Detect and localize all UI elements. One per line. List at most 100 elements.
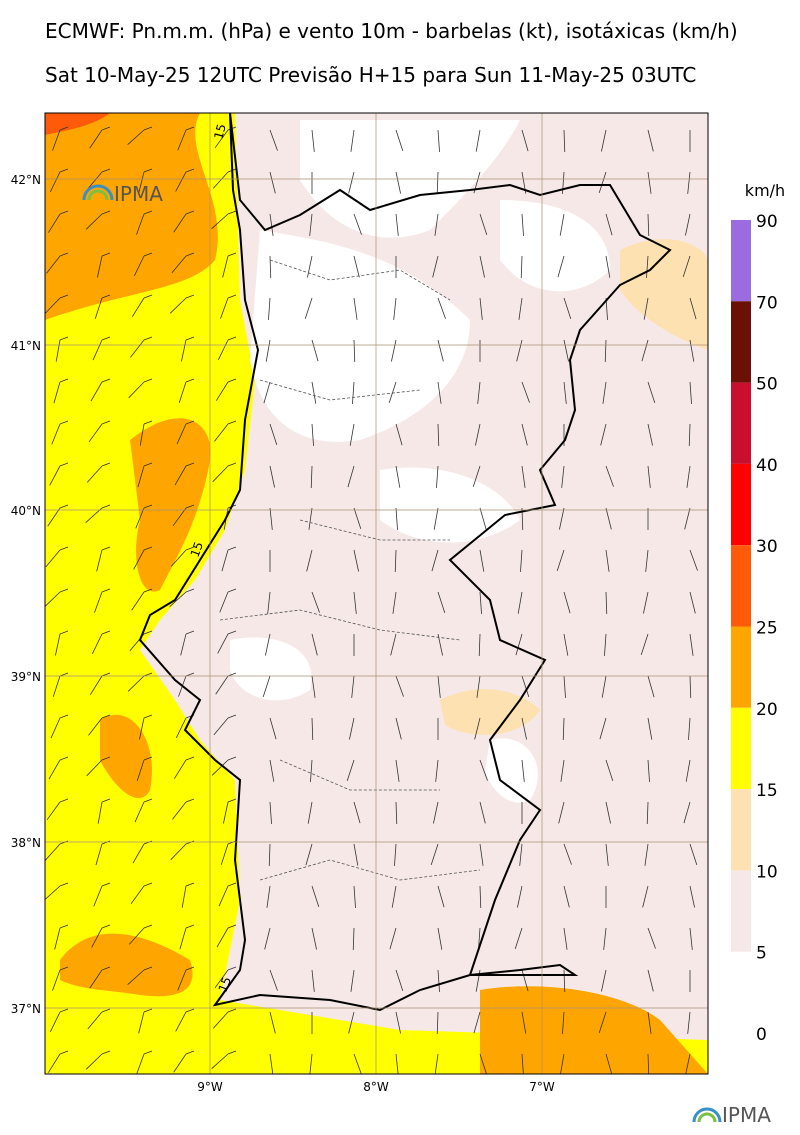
wind-barb-flag [143,462,153,467]
wind-barb [479,759,488,781]
wind-barb [433,507,439,530]
wind-barb [307,255,313,278]
wind-barb [127,675,145,692]
wind-barb [479,843,484,866]
colorbar-tick-label: 15 [756,781,778,801]
wind-barb [172,507,187,527]
wind-barb [562,717,565,741]
wind-barb-flag [59,924,69,929]
wind-barb [172,801,187,820]
wind-barb [556,549,565,572]
wind-barb [395,759,400,782]
wind-barb [132,843,145,864]
wind-barb [94,591,103,613]
wind-barb-flag [101,504,111,509]
wind-barb [437,423,440,447]
wind-barb [686,465,691,488]
wind-barb [93,885,103,907]
wind-barb-flag [59,126,69,131]
wind-barb [560,1053,565,1074]
wind-barb [217,633,229,654]
lat-label: 38°N [11,836,41,850]
wind-barb [395,717,402,740]
wind-barb-flag [59,630,69,635]
colorbar-tick-label: 70 [756,293,778,313]
wind-barb [348,171,355,194]
wind-barb [688,423,691,447]
wind-barb [86,465,103,483]
wind-barb [47,507,61,527]
wind-barb [215,675,229,695]
wind-barb-flag [59,1008,69,1013]
wind-barb [89,969,103,989]
wind-barb [689,381,692,404]
wind-barb-flag [101,714,111,719]
wind-barb-flag [185,462,195,467]
wind-barb [170,549,187,567]
wind-barb-flag [185,546,195,551]
wind-barb-flag [143,294,153,299]
wind-barb [138,1011,145,1034]
wind-barb [433,801,439,824]
wind-barb [86,759,103,777]
wind-barb [175,171,187,192]
wind-barb [437,129,440,152]
wind-barb [269,465,275,488]
logo-text: IPMA [114,182,163,206]
wind-barb [563,129,566,153]
wind-barb [173,213,187,233]
wind-barb [394,843,397,866]
wind-barb [311,717,314,741]
colorbar-tick-label: 40 [756,456,778,476]
wind-barb-flag [227,378,237,383]
wind-barb [85,213,103,230]
wind-barb [647,759,650,782]
wind-barb-flag [143,252,153,257]
wind-barb [647,465,651,488]
wind-barb-flag [227,546,237,551]
wind-barb [521,381,530,403]
contour-labels: 15 15 15 [188,122,234,994]
wind-barb [139,423,145,446]
wind-barb [688,717,691,740]
wind-barb [178,381,187,404]
wind-barb [434,213,439,236]
wind-barb [348,1011,355,1034]
wind-barb-flag [185,840,195,845]
wind-barb [269,507,273,530]
wind-barb [223,801,229,824]
wind-barb [214,129,229,149]
wind-barb [521,213,524,236]
wind-barb-flag [227,798,237,803]
wind-barb [520,255,523,279]
lon-label: 9°W [197,1080,223,1094]
wind-barb [45,885,61,901]
wind-barb [563,633,569,656]
wind-barb-flag [143,546,153,551]
wind-barb [521,1011,527,1034]
wind-barb [176,423,187,445]
wind-barb [304,297,313,320]
wind-barb [309,1053,313,1074]
wind-barb [689,843,698,866]
wind-barb [87,1011,103,1030]
wind-barb-flag [143,1008,153,1013]
wind-barb [175,717,187,738]
wind-barb [557,255,565,278]
wind-barb [349,423,355,446]
wind-barb [353,591,357,614]
wind-barb [521,675,530,698]
wind-barb-flag [185,252,195,257]
wind-barb [85,507,103,524]
wind-barb [351,675,355,698]
wind-barb [90,381,103,402]
wind-barb [263,381,271,404]
wind-barb-flag [143,840,153,845]
wind-barb [437,297,446,319]
wind-barb [127,969,145,986]
wind-barb-flag [101,420,111,425]
wind-barb [311,381,317,404]
wind-barb-flag [101,336,111,341]
wind-barb [132,297,145,317]
wind-barb-flag [185,924,195,929]
